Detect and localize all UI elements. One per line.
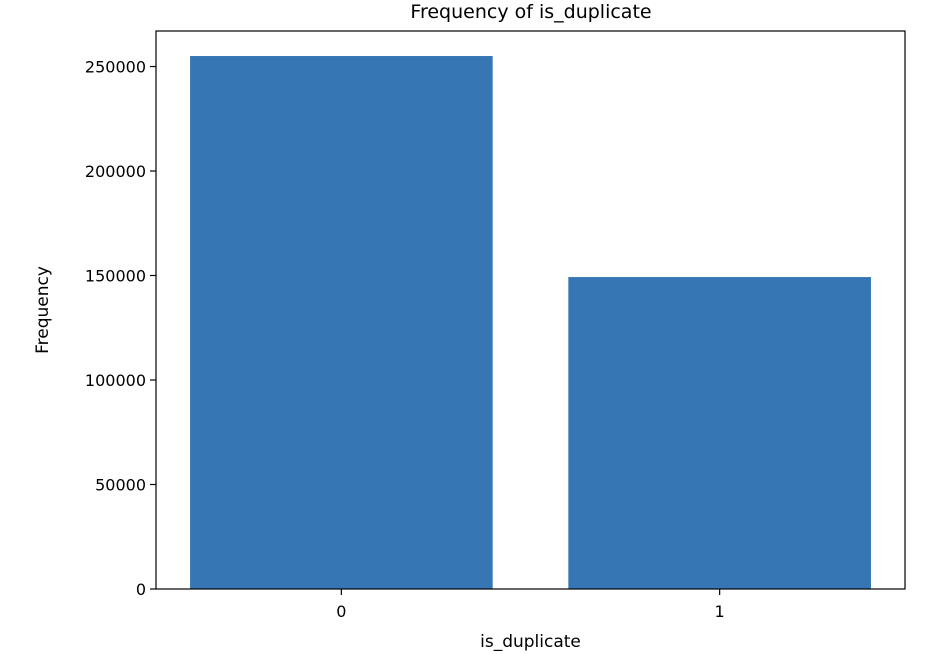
x-tick-label: 0: [336, 602, 346, 621]
x-axis-title: is_duplicate: [480, 632, 581, 652]
plot-frame: [155, 30, 906, 590]
bar-0: [190, 56, 493, 589]
x-tick-label: 1: [715, 602, 725, 621]
y-tick-label: 200000: [85, 162, 146, 181]
y-axis-title: Frequency: [33, 266, 53, 354]
bar-1: [568, 277, 871, 589]
y-tick-label: 150000: [85, 267, 146, 286]
bars-group: [190, 56, 871, 589]
y-tick-label: 0: [136, 580, 146, 599]
y-tick-label: 100000: [85, 371, 146, 390]
y-axis: 0 50000 100000 150000 200000 250000: [85, 58, 156, 599]
y-tick-label: 50000: [95, 476, 146, 495]
chart-title: Frequency of is_duplicate: [410, 1, 651, 23]
y-tick-label: 250000: [85, 58, 146, 77]
